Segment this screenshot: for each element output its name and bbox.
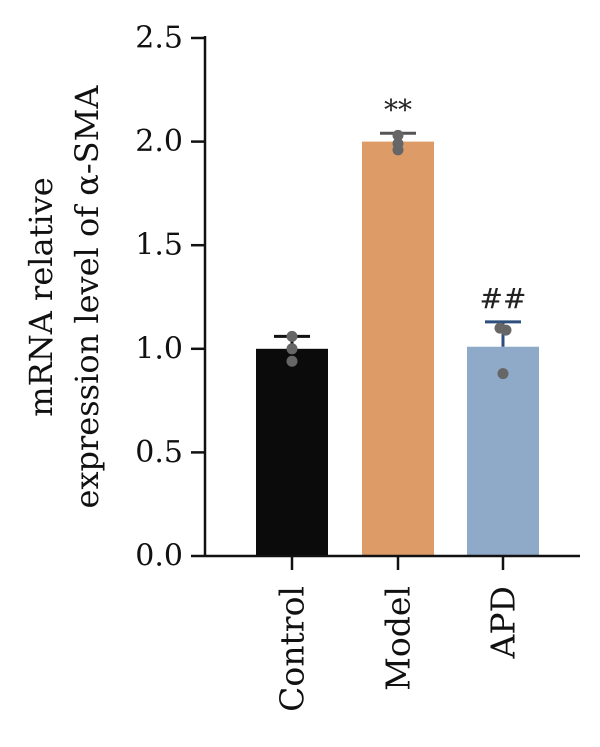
axes-layer xyxy=(203,36,580,558)
x-tick-label-control: Control xyxy=(273,586,312,712)
bar-control xyxy=(256,348,328,556)
significance-label-model: ** xyxy=(384,93,412,126)
data-point-control xyxy=(286,330,298,342)
x-ticks-layer: Control Model APD xyxy=(273,556,523,712)
y-tick-label: 1.0 xyxy=(135,331,183,366)
data-points-layer xyxy=(286,129,512,380)
data-point-control xyxy=(286,343,298,355)
x-tick-label-apd: APD xyxy=(484,586,523,660)
y-axis-title: mRNA relative expression level of α-SMA xyxy=(22,85,106,509)
y-tick-label: 0.5 xyxy=(135,435,183,470)
significance-label-apd: ## xyxy=(480,282,527,315)
y-axis-title-line-2: expression level of α-SMA xyxy=(68,85,106,509)
data-point-model xyxy=(392,144,404,156)
annotations-layer: ** ## xyxy=(384,93,526,315)
x-tick-label-model: Model xyxy=(379,586,418,691)
bars-layer xyxy=(256,141,539,556)
y-ticks-layer: 0.0 0.5 1.0 1.5 2.0 2.5 xyxy=(135,21,205,574)
y-tick-label: 2.5 xyxy=(135,21,183,56)
data-point-control xyxy=(286,355,298,367)
data-point-apd xyxy=(497,368,509,380)
data-point-model xyxy=(392,129,404,141)
bar-apd xyxy=(467,346,539,556)
y-axis-title-line-1: mRNA relative xyxy=(22,177,60,416)
data-point-apd xyxy=(500,324,512,336)
y-tick-label: 2.0 xyxy=(135,124,183,159)
y-tick-label: 1.5 xyxy=(135,228,183,263)
y-tick-label: 0.0 xyxy=(135,539,183,574)
bar-model xyxy=(362,141,434,556)
